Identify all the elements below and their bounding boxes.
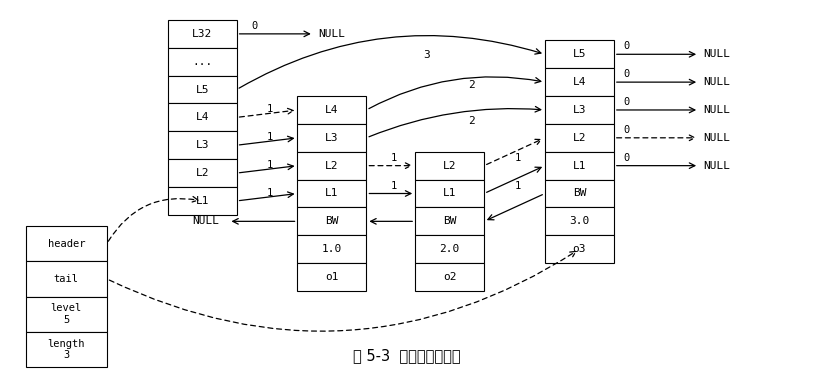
FancyBboxPatch shape xyxy=(297,208,366,235)
Text: o3: o3 xyxy=(572,244,586,254)
FancyBboxPatch shape xyxy=(415,235,484,263)
Text: 2: 2 xyxy=(468,116,475,126)
Text: 1: 1 xyxy=(267,160,274,170)
Text: NULL: NULL xyxy=(703,49,730,59)
Text: L5: L5 xyxy=(195,85,209,95)
FancyBboxPatch shape xyxy=(545,68,614,96)
FancyBboxPatch shape xyxy=(415,263,484,291)
Text: 3: 3 xyxy=(423,50,430,60)
FancyBboxPatch shape xyxy=(168,159,237,187)
FancyBboxPatch shape xyxy=(415,152,484,180)
FancyBboxPatch shape xyxy=(26,261,107,297)
Text: 1: 1 xyxy=(514,153,521,163)
Text: 2: 2 xyxy=(468,80,475,90)
FancyBboxPatch shape xyxy=(168,131,237,159)
FancyBboxPatch shape xyxy=(297,124,366,152)
FancyBboxPatch shape xyxy=(415,180,484,208)
Text: length
3: length 3 xyxy=(47,338,85,360)
Text: BW: BW xyxy=(443,216,457,226)
Text: L32: L32 xyxy=(192,29,212,39)
FancyBboxPatch shape xyxy=(545,96,614,124)
Text: L1: L1 xyxy=(443,188,457,199)
Text: L2: L2 xyxy=(195,168,209,178)
Text: L2: L2 xyxy=(572,133,586,143)
Text: L4: L4 xyxy=(572,77,586,87)
FancyBboxPatch shape xyxy=(26,332,107,367)
Text: L1: L1 xyxy=(326,188,339,199)
FancyBboxPatch shape xyxy=(297,96,366,124)
Text: NULL: NULL xyxy=(703,133,730,143)
Text: 0: 0 xyxy=(624,97,630,107)
Text: 0: 0 xyxy=(624,69,630,79)
FancyBboxPatch shape xyxy=(168,20,237,48)
FancyBboxPatch shape xyxy=(415,208,484,235)
Text: 1: 1 xyxy=(267,104,274,114)
FancyBboxPatch shape xyxy=(297,235,366,263)
FancyBboxPatch shape xyxy=(545,180,614,208)
Text: o2: o2 xyxy=(443,272,457,282)
FancyBboxPatch shape xyxy=(168,187,237,215)
FancyBboxPatch shape xyxy=(545,152,614,180)
Text: L4: L4 xyxy=(195,113,209,122)
FancyBboxPatch shape xyxy=(545,235,614,263)
FancyBboxPatch shape xyxy=(168,48,237,76)
Text: 3.0: 3.0 xyxy=(569,216,589,226)
Text: NULL: NULL xyxy=(317,29,345,39)
FancyBboxPatch shape xyxy=(26,226,107,261)
Text: 0: 0 xyxy=(252,21,257,31)
Text: NULL: NULL xyxy=(703,161,730,171)
FancyBboxPatch shape xyxy=(297,152,366,180)
Text: 1: 1 xyxy=(391,181,397,191)
Text: 1: 1 xyxy=(391,153,397,163)
Text: 图 5-3  遍历整个跳跃表: 图 5-3 遍历整个跳跃表 xyxy=(353,348,461,363)
FancyBboxPatch shape xyxy=(297,180,366,208)
Text: L3: L3 xyxy=(572,105,586,115)
Text: 0: 0 xyxy=(624,125,630,135)
FancyBboxPatch shape xyxy=(168,76,237,104)
Text: 0: 0 xyxy=(624,42,630,52)
Text: 1.0: 1.0 xyxy=(322,244,342,254)
Text: L1: L1 xyxy=(572,161,586,171)
Text: 1: 1 xyxy=(514,181,521,191)
Text: 0: 0 xyxy=(624,153,630,163)
Text: 1: 1 xyxy=(267,132,274,142)
Text: L3: L3 xyxy=(195,140,209,150)
Text: L5: L5 xyxy=(572,49,586,59)
Text: ...: ... xyxy=(192,57,212,67)
Text: L3: L3 xyxy=(326,133,339,143)
Text: BW: BW xyxy=(326,216,339,226)
Text: BW: BW xyxy=(572,188,586,199)
FancyBboxPatch shape xyxy=(168,104,237,131)
FancyBboxPatch shape xyxy=(545,124,614,152)
Text: 2.0: 2.0 xyxy=(440,244,460,254)
Text: level
5: level 5 xyxy=(50,303,82,325)
FancyBboxPatch shape xyxy=(297,263,366,291)
Text: NULL: NULL xyxy=(703,77,730,87)
Text: tail: tail xyxy=(54,274,79,284)
FancyBboxPatch shape xyxy=(545,208,614,235)
FancyBboxPatch shape xyxy=(26,297,107,332)
Text: L1: L1 xyxy=(195,196,209,206)
Text: NULL: NULL xyxy=(703,105,730,115)
Text: 1: 1 xyxy=(267,188,274,198)
Text: L2: L2 xyxy=(326,161,339,171)
Text: NULL: NULL xyxy=(192,216,219,226)
FancyBboxPatch shape xyxy=(545,40,614,68)
Text: L2: L2 xyxy=(443,161,457,171)
Text: header: header xyxy=(47,239,85,249)
Text: L4: L4 xyxy=(326,105,339,115)
Text: o1: o1 xyxy=(326,272,339,282)
